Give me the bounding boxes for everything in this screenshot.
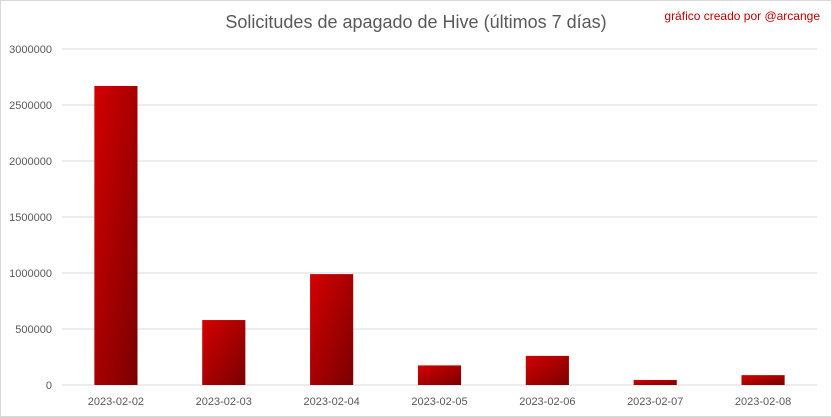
x-tick-label: 2023-02-06 bbox=[519, 396, 575, 408]
x-tick-label: 2023-02-07 bbox=[627, 396, 683, 408]
gridlines bbox=[62, 48, 817, 386]
y-tick-labels: 0 500000 1000000 1500000 2000000 2500000 30000… bbox=[9, 44, 52, 392]
x-tick-label: 2023-02-02 bbox=[88, 396, 144, 408]
y-tick-label: 1500000 bbox=[9, 212, 52, 224]
y-tick-label: 3000000 bbox=[9, 44, 52, 56]
credit-label: gráfico creado por @arcange bbox=[664, 9, 820, 23]
bar-2023-02-05 bbox=[417, 365, 462, 385]
x-tick-label: 2023-02-05 bbox=[411, 396, 467, 408]
y-tick-label: 2500000 bbox=[9, 100, 52, 112]
x-tick-labels: 2023-02-02 2023-02-03 2023-02-04 2023-02-05… bbox=[88, 396, 791, 408]
bar-2023-02-03 bbox=[202, 320, 246, 385]
x-tick-label: 2023-02-03 bbox=[196, 396, 252, 408]
x-tick-label: 2023-02-08 bbox=[735, 396, 791, 408]
y-tick-label: 0 bbox=[46, 380, 52, 392]
y-tick-label: 500000 bbox=[15, 324, 52, 336]
bar-2023-02-02 bbox=[94, 85, 138, 386]
y-tick-label: 2000000 bbox=[9, 156, 52, 168]
y-tick-label: 1000000 bbox=[9, 268, 52, 280]
bars bbox=[94, 85, 785, 386]
chart-title: Solicitudes de apagado de Hive (últimos … bbox=[225, 12, 607, 32]
bar-2023-02-07 bbox=[633, 379, 677, 385]
bar-2023-02-08 bbox=[741, 375, 785, 385]
bar-2023-02-04 bbox=[310, 274, 354, 385]
x-tick-label: 2023-02-04 bbox=[304, 396, 360, 408]
bar-2023-02-06 bbox=[525, 355, 569, 385]
